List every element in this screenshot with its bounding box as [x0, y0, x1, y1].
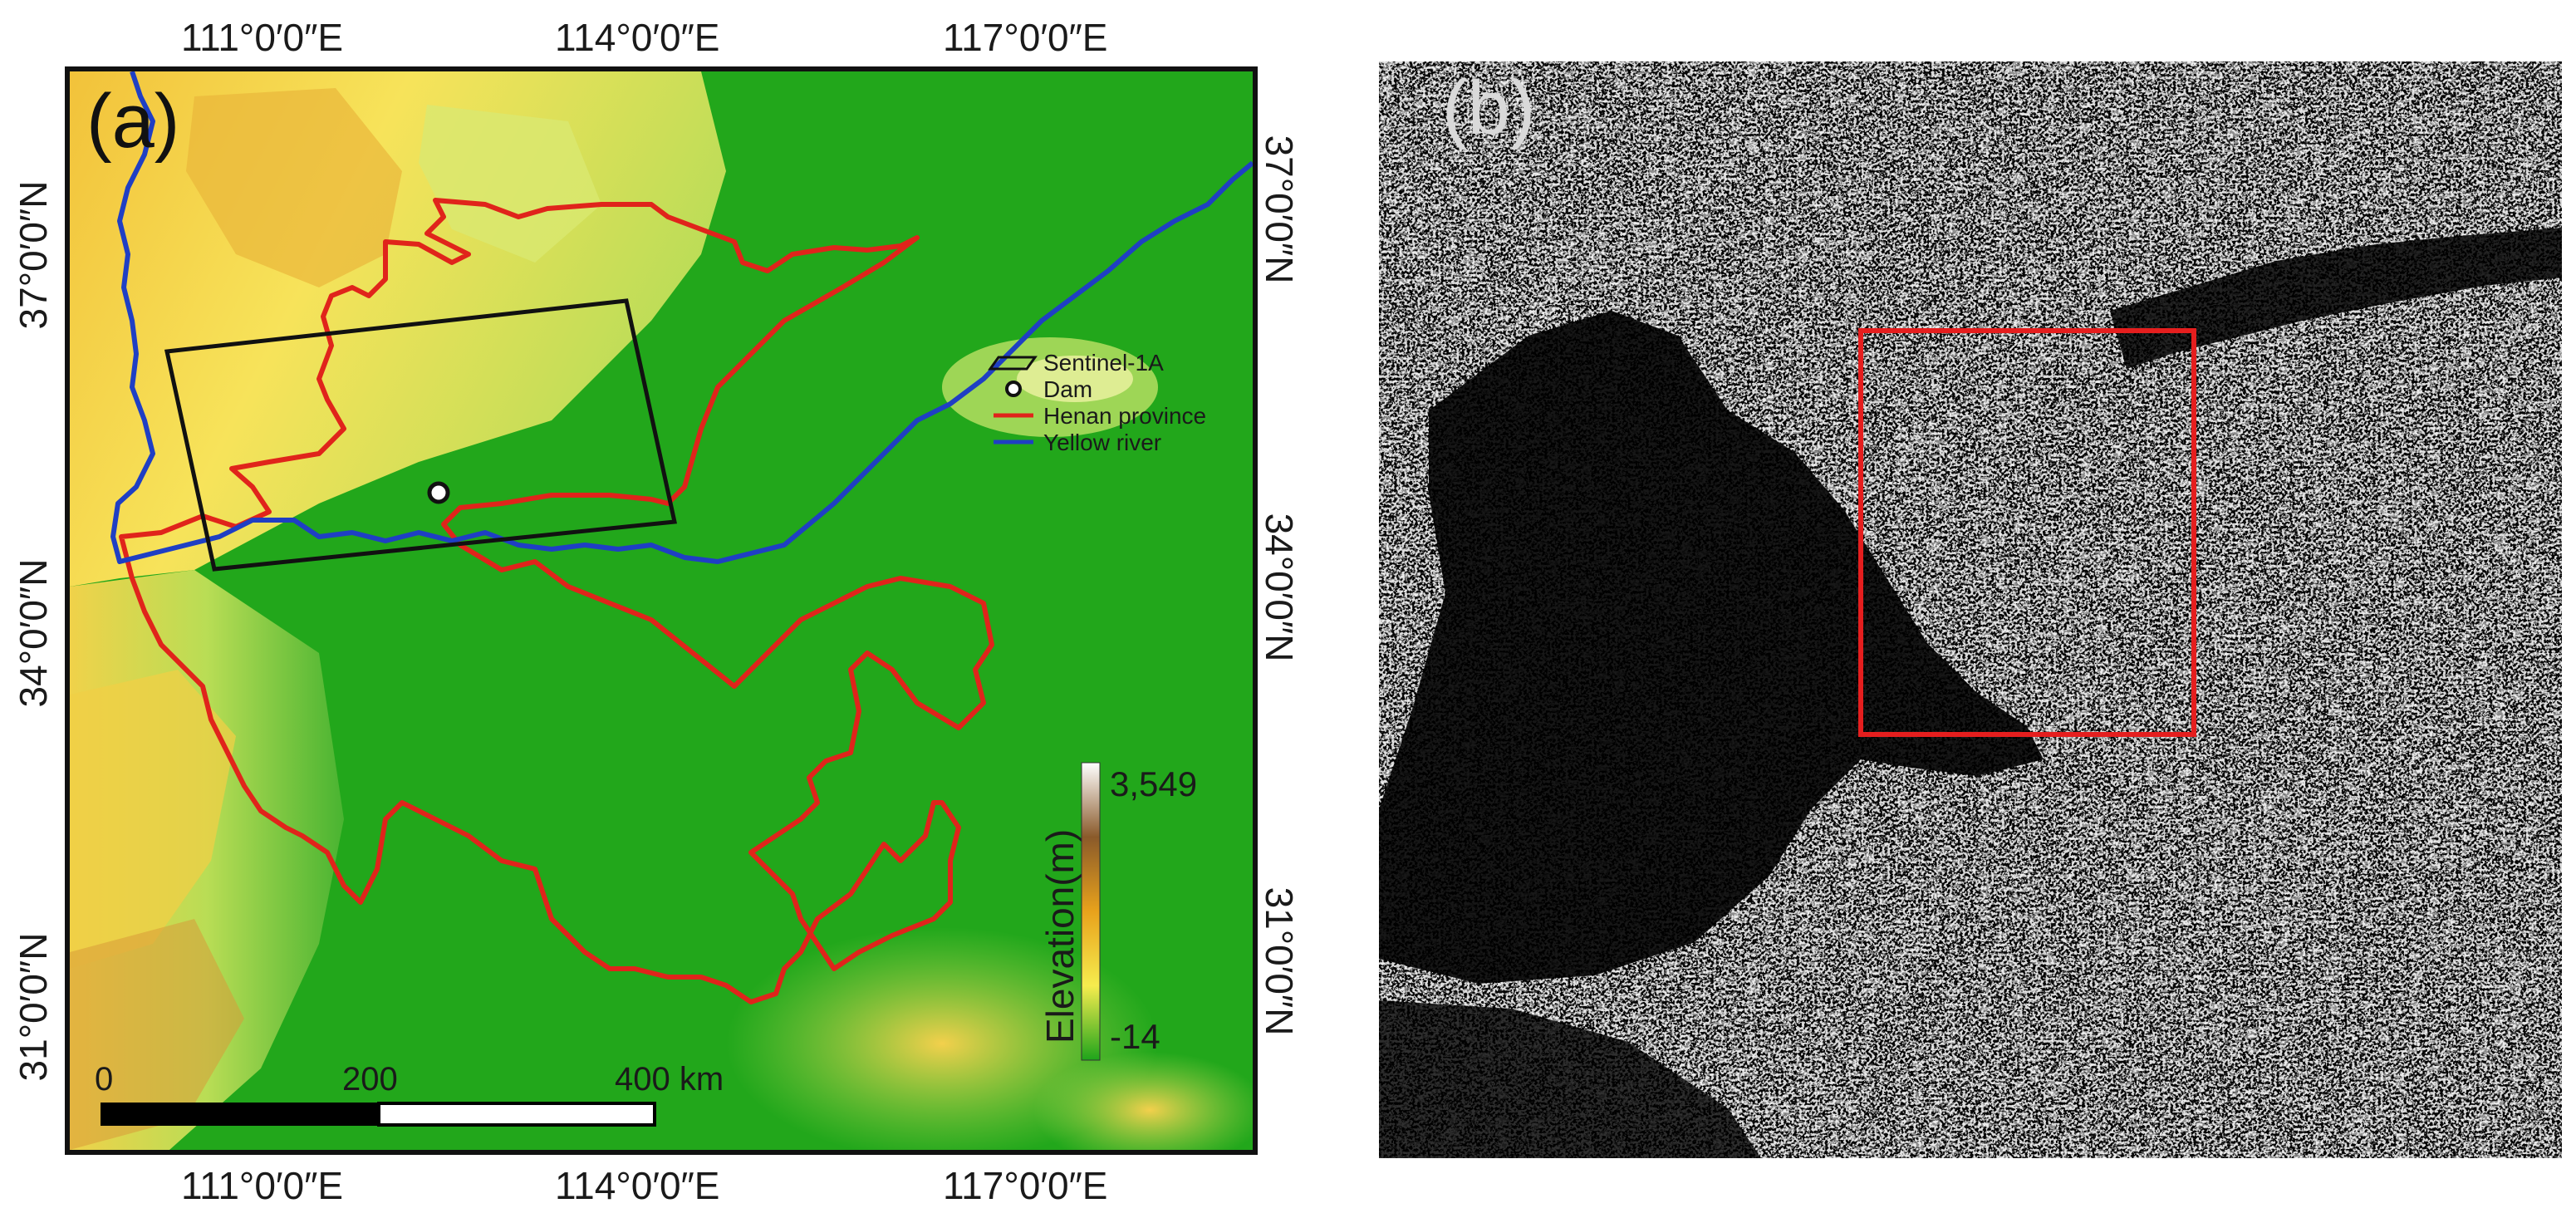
- dam-marker: [427, 481, 450, 504]
- henan-province-boundary: [119, 198, 994, 1004]
- lat-tick-left-37: 37°0′0″N: [12, 180, 55, 330]
- panel-a-label: (a): [86, 79, 180, 164]
- lon-tick-bottom-117: 117°0′0″E: [943, 1164, 1108, 1207]
- southwest-dark-area: [1379, 1000, 1761, 1158]
- colorbar-min-label: -14: [1110, 1017, 1160, 1056]
- plateau-light: [419, 105, 601, 263]
- sentinel-1a-footprint: [164, 298, 678, 572]
- river-channel: [2110, 228, 2562, 369]
- legend-dam-icon: [1005, 381, 1022, 397]
- scale-label-end: 400 km: [615, 1061, 724, 1098]
- study-area-box: [1858, 328, 2196, 737]
- lat-tick-right-34: 34°0′0″N: [1258, 513, 1301, 662]
- scale-label-mid: 200: [342, 1061, 398, 1098]
- reservoir-water: [1379, 311, 2044, 984]
- lat-tick-right-31: 31°0′0″N: [1258, 886, 1301, 1036]
- legend-sentinel-label: Sentinel-1A: [1043, 350, 1164, 376]
- western-ridges: [70, 670, 236, 969]
- lat-tick-left-34: 34°0′0″N: [12, 558, 55, 708]
- lat-tick-right-37: 37°0′0″N: [1258, 135, 1301, 284]
- southern-hills-east: [1033, 1052, 1253, 1150]
- scale-segment-white: [377, 1102, 656, 1127]
- sar-image-panel: (b): [1379, 61, 2562, 1158]
- plateau-core: [186, 88, 402, 287]
- lon-tick-top-117: 117°0′0″E: [943, 16, 1108, 59]
- colorbar-max-label: 3,549: [1110, 764, 1197, 803]
- panel-b-label: (b): [1442, 66, 1536, 150]
- legend-river-label: Yellow river: [1043, 430, 1161, 455]
- lon-tick-top-114: 114°0′0″E: [555, 16, 720, 59]
- scale-segment-black: [101, 1103, 380, 1126]
- map-legend: Sentinel-1A Dam Henan province Yellow ri…: [988, 350, 1206, 455]
- elevation-colorbar: 3,549 -14 Elevation(m): [1038, 762, 1197, 1061]
- elevation-map: Sentinel-1A Dam Henan province Yellow ri…: [70, 71, 1253, 1150]
- sar-image: [1379, 61, 2562, 1158]
- scale-label-zero: 0: [95, 1061, 113, 1098]
- colorbar-title: Elevation(m): [1038, 829, 1082, 1044]
- eastern-hills-core: [1017, 356, 1133, 402]
- legend-henan-label: Henan province: [1043, 403, 1206, 429]
- scale-bar: 0 200 400 km: [95, 1061, 724, 1127]
- colorbar-gradient: [1081, 762, 1101, 1061]
- elevation-map-panel: Sentinel-1A Dam Henan province Yellow ri…: [65, 66, 1258, 1155]
- legend-dam-label: Dam: [1043, 376, 1092, 402]
- southwest-peaks: [70, 919, 244, 1150]
- lon-tick-bottom-114: 114°0′0″E: [555, 1164, 720, 1207]
- lon-tick-top-111: 111°0′0″E: [181, 16, 344, 59]
- lat-tick-left-31: 31°0′0″N: [12, 932, 55, 1082]
- lon-tick-bottom-111: 111°0′0″E: [181, 1164, 344, 1207]
- legend-sentinel-icon: [988, 356, 1038, 371]
